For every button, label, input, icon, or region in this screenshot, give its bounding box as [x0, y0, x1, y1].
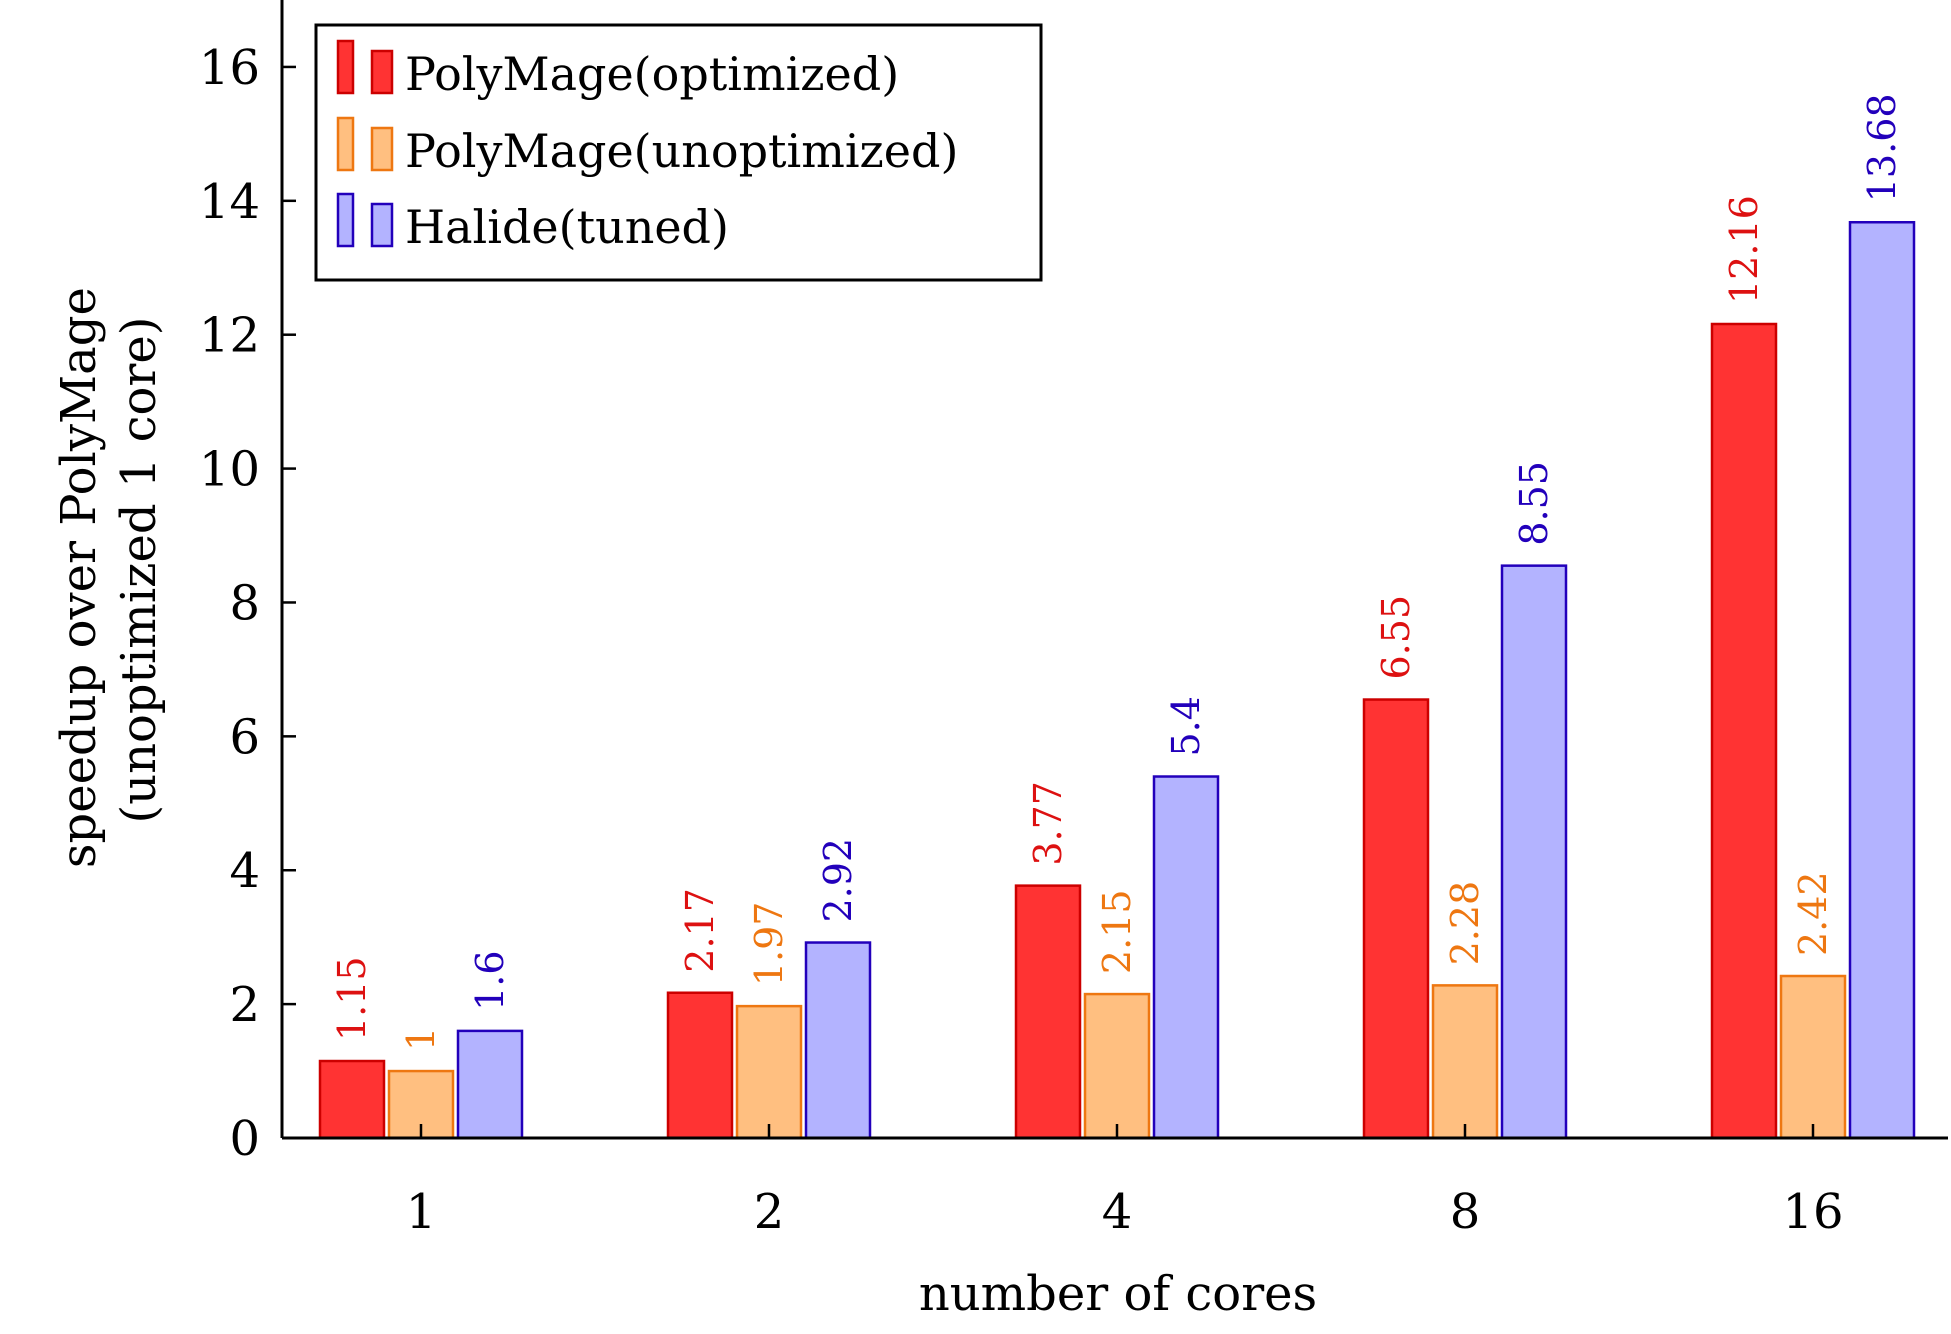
- bar-halide-tuned--2: [804, 941, 872, 1140]
- bar-polymage-optimized--8: [1362, 698, 1430, 1140]
- bar-polymage-optimized--2: [666, 991, 734, 1140]
- value-label: 1.6: [468, 950, 512, 1010]
- y-axis-label-line-2: (unoptimized 1 core): [111, 316, 167, 823]
- value-label: 2.17: [678, 888, 722, 973]
- legend-label: PolyMage(unoptimized): [405, 124, 958, 178]
- legend-box: [314, 23, 1043, 282]
- bar-halide-tuned--16: [1848, 220, 1916, 1140]
- value-label: 5.4: [1164, 696, 1208, 756]
- y-tick-label: 10: [199, 442, 260, 498]
- bar-halide-tuned--4: [1152, 775, 1220, 1140]
- y-tick-labels: 0 2 4 6 8 10 12 14 16: [199, 40, 260, 1167]
- value-label: 1: [399, 1027, 443, 1051]
- y-tick-label: 6: [229, 709, 260, 765]
- x-axis-label: number of cores: [919, 1266, 1317, 1322]
- bar-polymage-unoptimized--8: [1431, 984, 1499, 1140]
- x-tick-label: 1: [406, 1184, 437, 1240]
- value-label: 2.28: [1443, 881, 1487, 966]
- x-tick-label: 2: [754, 1184, 785, 1240]
- y-tick-label: 14: [199, 174, 260, 230]
- bar-polymage-optimized--16: [1710, 322, 1778, 1140]
- bar-polymage-unoptimized--4: [1083, 992, 1151, 1140]
- value-label: 1.15: [330, 956, 374, 1041]
- value-label: 2.42: [1791, 871, 1835, 956]
- bar-polymage-unoptimized--16: [1779, 974, 1847, 1140]
- value-label: 6.55: [1374, 595, 1418, 680]
- x-tick-label: 16: [1782, 1184, 1843, 1240]
- y-axis-label-line-1: speedup over PolyMage: [51, 287, 107, 868]
- bar-polymage-optimized--1: [318, 1059, 386, 1140]
- value-label: 2.92: [816, 838, 860, 923]
- value-label: 2.15: [1095, 889, 1139, 974]
- bar-halide-tuned--8: [1500, 564, 1568, 1140]
- value-label: 1.97: [747, 902, 791, 987]
- value-label: 12.16: [1722, 195, 1766, 304]
- axes-layer: [280, 0, 1948, 1140]
- value-labels-layer: 1.15 2.17 3.77 6.55 12.16 1 1.97 2.15 2.28 2.42 1.…: [330, 93, 1904, 1051]
- bars-layer: [318, 220, 1916, 1140]
- y-tick-label: 4: [229, 843, 260, 899]
- y-axis-label: speedup over PolyMage (unoptimized 1 cor…: [51, 272, 167, 868]
- legend-swatch: [336, 39, 394, 95]
- value-label: 13.68: [1860, 93, 1904, 202]
- legend: PolyMage(optimized) PolyMage(unoptimized)…: [314, 23, 1043, 282]
- y-tick-label: 2: [229, 977, 260, 1033]
- legend-swatch: [336, 116, 394, 172]
- y-tick-label: 8: [229, 575, 260, 631]
- x-tick-label: 8: [1450, 1184, 1481, 1240]
- y-tick-label: 16: [199, 40, 260, 96]
- legend-label: Halide(tuned): [405, 200, 729, 254]
- bar-polymage-optimized--4: [1014, 884, 1082, 1140]
- value-label: 3.77: [1026, 781, 1070, 866]
- legend-label: PolyMage(optimized): [405, 47, 899, 101]
- bar-halide-tuned--1: [456, 1029, 524, 1140]
- x-tick-label: 4: [1102, 1184, 1133, 1240]
- y-tick-label: 12: [199, 308, 260, 364]
- bar-polymage-unoptimized--2: [735, 1004, 803, 1140]
- x-tick-labels: 1 2 4 8 16: [406, 1184, 1844, 1240]
- value-label: 8.55: [1512, 461, 1556, 546]
- y-tick-label: 0: [229, 1111, 260, 1167]
- legend-swatch: [336, 192, 394, 248]
